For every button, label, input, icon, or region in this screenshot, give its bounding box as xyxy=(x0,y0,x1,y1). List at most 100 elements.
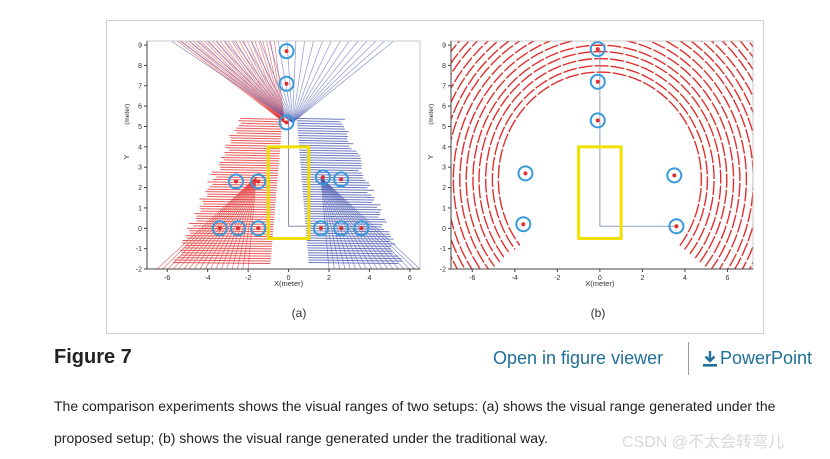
x-tick-label: -2 xyxy=(554,275,560,282)
figure-plots: -6 -4 -2 0 2 4 6 9 8 7 6 5 4 3 2 1 0 -1 -2 X(meter) Y (meter)… xyxy=(122,40,754,320)
y-tick-label: 8 xyxy=(138,63,142,70)
y-tick-label: 9 xyxy=(138,43,142,50)
panel-b: -6 -4 -2 0 2 4 6 9 8 7 6 5 4 3 2 1 0 -1 -2 X(meter) Y (meter)… xyxy=(426,40,754,320)
y-tick-label: 3 xyxy=(138,165,142,172)
target-marker xyxy=(250,173,267,190)
target-marker xyxy=(230,220,246,237)
y-tick-label: 7 xyxy=(138,83,142,90)
target-dot xyxy=(595,118,600,123)
open-in-figure-viewer-link[interactable]: Open in figure viewer xyxy=(493,348,664,368)
target-marker xyxy=(666,167,683,184)
target-marker xyxy=(589,41,606,58)
y-tick-label: 7 xyxy=(442,83,446,90)
figure-image[interactable]: -6 -4 -2 0 2 4 6 9 8 7 6 5 4 3 2 1 0 -1 -2 X(meter) Y (meter)… xyxy=(106,20,764,334)
x-tick-label: 2 xyxy=(327,275,331,282)
sensor-box xyxy=(266,145,311,240)
y-axis-label: Y xyxy=(426,155,435,160)
y-tick-label: 6 xyxy=(442,104,446,111)
x-tick-label: -6 xyxy=(164,275,170,282)
sensor-box xyxy=(577,145,623,240)
y-tick-label: 0 xyxy=(138,226,142,233)
x-axis-label: X(meter) xyxy=(585,279,615,288)
y-tick-label: 5 xyxy=(442,124,446,131)
y-tick-label: 4 xyxy=(138,144,142,151)
link-divider xyxy=(688,342,689,375)
target-marker xyxy=(515,216,532,233)
y-tick-label: 3 xyxy=(442,165,446,172)
target-dot xyxy=(523,171,528,176)
scan-points-b xyxy=(451,41,753,269)
target-marker xyxy=(278,114,295,131)
y-tick-label: 1 xyxy=(442,205,446,212)
target-dot xyxy=(284,81,289,86)
target-dot xyxy=(318,226,323,231)
y-tick-label: -1 xyxy=(136,246,142,253)
x-tick-label: 0 xyxy=(287,275,291,282)
target-marker xyxy=(250,220,267,237)
x-tick-label: 4 xyxy=(683,275,687,282)
x-tick-label: -4 xyxy=(205,275,211,282)
target-marker xyxy=(333,220,350,237)
panel-a: -6 -4 -2 0 2 4 6 9 8 7 6 5 4 3 2 1 0 -1 -2 X(meter) Y (meter)… xyxy=(122,40,421,320)
powerpoint-link[interactable]: PowerPoint xyxy=(702,348,812,369)
x-tick-label: 2 xyxy=(640,275,644,282)
panel-sublabel: (b) xyxy=(591,306,606,320)
x-tick-label: -6 xyxy=(469,275,475,282)
target-dot xyxy=(339,177,344,182)
target-marker xyxy=(668,218,685,235)
y-axis-unit-label: (meter) xyxy=(124,104,131,125)
target-dot xyxy=(672,173,677,178)
y-axis-label: Y xyxy=(122,155,131,160)
target-marker xyxy=(312,220,329,237)
target-marker xyxy=(278,43,295,60)
y-tick-label: 4 xyxy=(442,144,446,151)
target-marker xyxy=(314,169,331,186)
target-dot xyxy=(595,47,600,52)
download-icon xyxy=(703,350,717,367)
y-tick-label: 6 xyxy=(138,104,142,111)
panel-sublabel: (a) xyxy=(292,306,307,320)
y-tick-label: 2 xyxy=(138,185,142,192)
target-marker xyxy=(278,75,295,92)
target-marker xyxy=(353,220,370,237)
figure-title: Figure 7 xyxy=(54,346,132,368)
y-tick-label: -1 xyxy=(440,246,446,253)
target-dot xyxy=(339,226,344,231)
target-dot xyxy=(236,226,240,231)
target-dot xyxy=(359,226,364,231)
target-marker xyxy=(333,171,350,188)
y-tick-label: 2 xyxy=(442,185,446,192)
x-tick-label: 6 xyxy=(408,275,412,282)
y-tick-label: 8 xyxy=(442,63,446,70)
y-axis-unit-label: (meter) xyxy=(428,104,435,125)
y-tick-label: 1 xyxy=(138,205,142,212)
target-dot xyxy=(233,179,238,184)
target-marker xyxy=(227,173,244,190)
target-dot xyxy=(320,175,325,180)
target-dot xyxy=(256,179,261,184)
figure-caption: The comparison experiments shows the vis… xyxy=(54,398,776,446)
x-axis-label: X(meter) xyxy=(274,279,304,288)
plot-frame xyxy=(146,40,421,270)
powerpoint-label: PowerPoint xyxy=(720,348,813,368)
target-dot xyxy=(284,120,289,125)
target-dot xyxy=(595,79,600,84)
x-tick-label: -2 xyxy=(245,275,251,282)
y-tick-label: -2 xyxy=(136,267,142,274)
target-dot xyxy=(256,226,261,231)
y-tick-label: 0 xyxy=(442,226,446,233)
y-tick-label: 5 xyxy=(138,124,142,131)
x-tick-label: 6 xyxy=(726,275,730,282)
y-tick-label: 9 xyxy=(442,43,446,50)
target-marker xyxy=(589,73,606,90)
target-dot xyxy=(284,49,289,54)
target-dot xyxy=(674,224,679,229)
target-marker xyxy=(517,165,534,182)
target-dot xyxy=(217,226,222,231)
x-tick-label: -4 xyxy=(512,275,518,282)
watermark: CSDN @不太会转弯儿 xyxy=(622,434,785,451)
target-dot xyxy=(521,222,526,227)
target-marker xyxy=(589,112,606,129)
target-marker xyxy=(211,220,228,237)
x-tick-label: 0 xyxy=(598,275,602,282)
